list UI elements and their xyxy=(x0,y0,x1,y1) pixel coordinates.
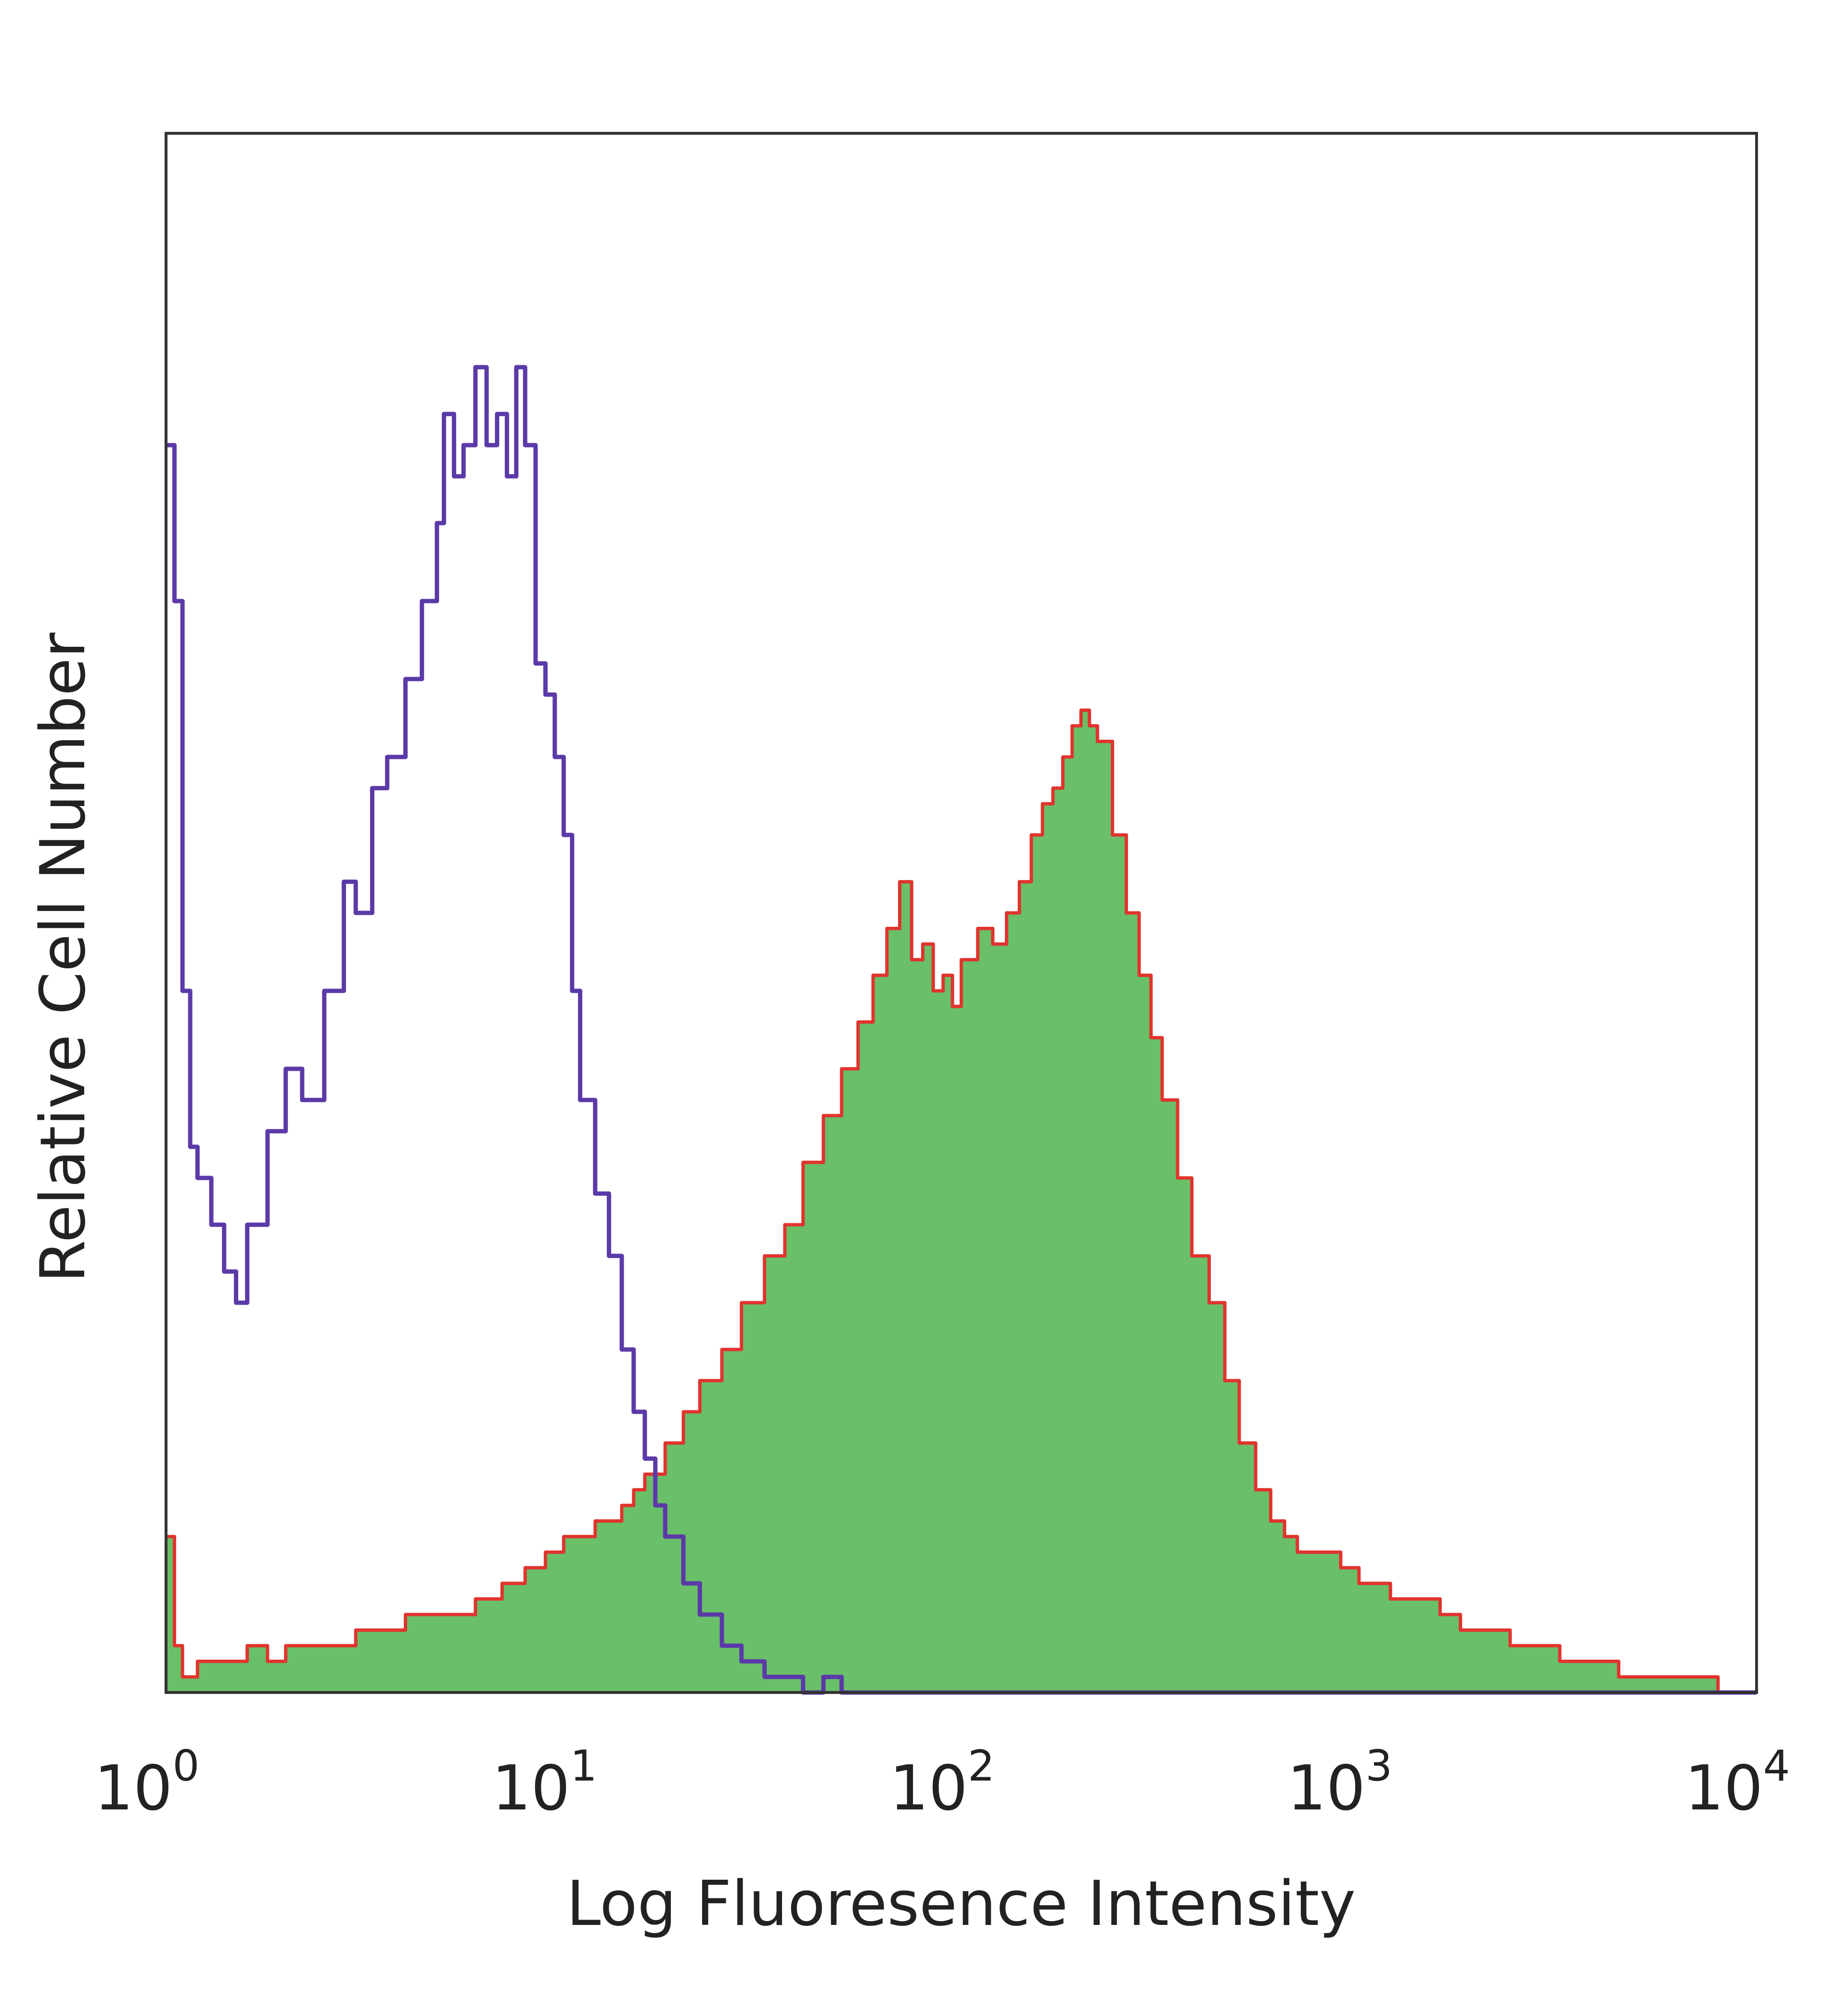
series-1-area xyxy=(166,710,1757,1692)
x-tick-label-4: 104 xyxy=(1685,1741,1790,1824)
x-axis-title: Log Fluoresence Intensity xyxy=(566,1868,1356,1940)
x-tick-label-3: 103 xyxy=(1287,1741,1392,1824)
series-1-outline xyxy=(166,708,1757,1694)
series-0-line xyxy=(166,365,1757,1695)
x-tick-label-1: 101 xyxy=(492,1741,597,1824)
plot-frame xyxy=(165,132,1758,1694)
plot-series xyxy=(166,365,1757,1695)
x-tick-label-2: 102 xyxy=(889,1741,995,1824)
x-tick-label-0: 100 xyxy=(94,1741,200,1824)
x-tick-labels: 100 101 102 103 104 xyxy=(94,1741,1790,1824)
y-axis-title: Relative Cell Number xyxy=(27,632,99,1282)
